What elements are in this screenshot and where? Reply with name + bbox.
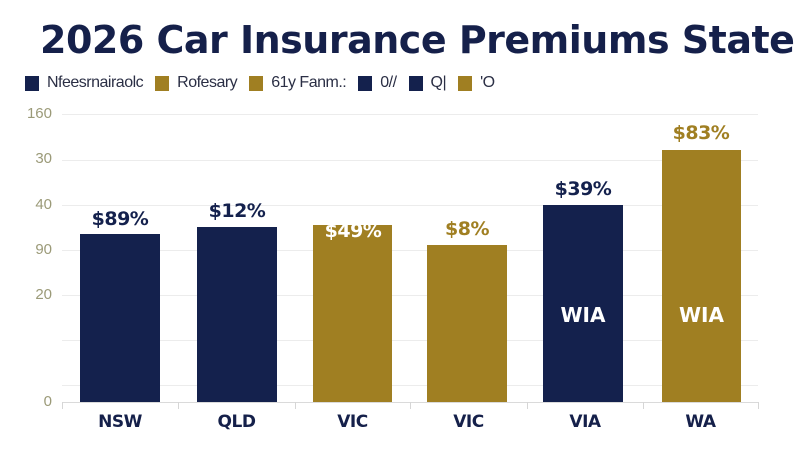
gridline xyxy=(62,205,758,206)
legend-swatch-gold xyxy=(458,75,473,91)
y-tick-label: 0 xyxy=(43,393,52,410)
y-tick-label: 160 xyxy=(26,105,52,122)
bar-qld xyxy=(197,227,277,402)
x-tick xyxy=(527,402,528,409)
legend-swatch-navy xyxy=(25,75,39,91)
bar-value-label: $83% xyxy=(672,122,730,144)
legend-item: Nfeesrnairaolc xyxy=(25,74,144,92)
legend-swatch-gold xyxy=(155,75,170,91)
gridline xyxy=(62,385,758,386)
bar-inner-label: WIA xyxy=(560,303,606,327)
legend-item: Q| xyxy=(408,74,447,92)
bar-wa xyxy=(662,150,741,402)
x-tick-label: VIC xyxy=(453,412,484,432)
x-tick xyxy=(758,402,759,409)
legend-label: Rofesary xyxy=(177,74,238,91)
legend-item: 'O xyxy=(458,74,495,92)
legend: Nfeesrnairaolc Rofesary 61y Fanm.: 0// Q… xyxy=(25,70,507,96)
x-tick xyxy=(178,402,179,409)
gridline xyxy=(62,340,758,341)
y-tick-label: 20 xyxy=(35,286,52,303)
bar-vic xyxy=(313,225,392,402)
y-tick-label: 90 xyxy=(35,241,52,258)
bar-value-label: $39% xyxy=(554,178,612,200)
x-tick xyxy=(410,402,411,409)
gridline xyxy=(62,295,758,296)
x-tick-label: VIC xyxy=(337,412,368,432)
gridline xyxy=(62,160,758,161)
x-tick-label: NSW xyxy=(98,412,142,432)
bar-value-label: $49% xyxy=(324,220,382,242)
legend-item: 0// xyxy=(358,74,397,92)
legend-label: 'O xyxy=(480,74,495,91)
chart-title: 2026 Car Insurance Premiums State xyxy=(40,18,795,62)
bar-inner-label: WIA xyxy=(679,303,724,327)
legend-label: 0// xyxy=(380,74,397,91)
x-tick xyxy=(62,402,63,409)
bar-value-label: $89% xyxy=(91,208,149,230)
x-tick-label: QLD xyxy=(217,412,256,432)
legend-item: Rofesary xyxy=(155,74,238,92)
legend-label: Q| xyxy=(430,74,447,91)
bar-vic-2 xyxy=(427,245,507,402)
legend-swatch-navy xyxy=(408,75,423,91)
bar-nsw xyxy=(80,234,160,402)
legend-label: 61y Fanm.: xyxy=(271,74,347,91)
x-tick-label: VIA xyxy=(569,412,601,432)
x-tick-label: WA xyxy=(685,412,716,432)
legend-swatch-gold xyxy=(249,75,264,91)
gridline xyxy=(62,250,758,251)
y-tick-label: 40 xyxy=(35,196,52,213)
x-tick xyxy=(643,402,644,409)
legend-swatch-navy xyxy=(358,75,373,91)
y-tick-label: 30 xyxy=(35,150,52,167)
legend-item: 61y Fanm.: xyxy=(249,74,347,92)
gridline xyxy=(62,114,758,115)
legend-label: Nfeesrnairaolc xyxy=(47,74,144,91)
bar-value-label: $8% xyxy=(445,218,489,240)
bar-via xyxy=(543,205,623,402)
bar-value-label: $12% xyxy=(208,200,266,222)
x-tick xyxy=(295,402,296,409)
